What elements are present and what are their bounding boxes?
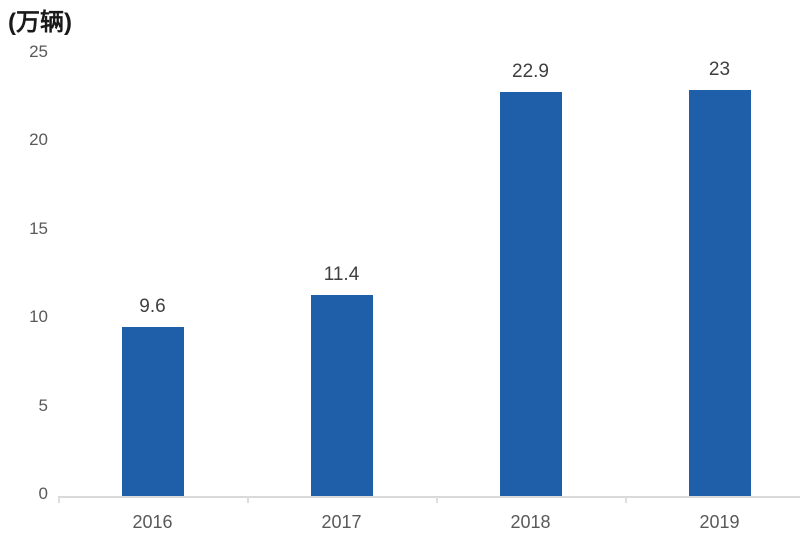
y-axis-tick-label: 0 — [38, 484, 48, 503]
bar-value-label: 11.4 — [323, 264, 360, 286]
y-axis-tick-label: 5 — [38, 395, 48, 415]
x-axis-labels: 2016 2017 2018 2019 — [58, 511, 800, 535]
x-axis-label: 2017 — [321, 512, 362, 532]
x-axis-ticks — [58, 497, 800, 505]
y-axis-tick-label: 25 — [29, 42, 48, 61]
bar-2018 — [499, 92, 562, 497]
bar-2017 — [310, 295, 373, 497]
x-axis-line — [58, 496, 800, 498]
bar-group: 11.4 — [247, 55, 436, 497]
bar-value-label: 9.6 — [139, 296, 166, 318]
plot-area: 9.6 11.4 22.9 23 — [58, 55, 800, 497]
x-axis-tick — [58, 497, 60, 503]
bar-2016 — [121, 327, 184, 497]
x-axis-tick — [436, 497, 438, 503]
y-axis-tick-label: 10 — [29, 307, 48, 327]
chart-unit-label: (万辆) — [8, 9, 72, 36]
x-axis-label: 2018 — [510, 512, 551, 532]
y-axis-tick-label: 15 — [29, 218, 48, 238]
x-axis-tick — [625, 497, 627, 503]
x-axis-label: 2016 — [132, 512, 173, 532]
bar-group: 22.9 — [436, 55, 625, 497]
y-axis-tick-label: 20 — [29, 130, 48, 150]
x-axis-tick — [247, 497, 249, 503]
bar-2019 — [688, 90, 751, 497]
x-axis-label: 2019 — [699, 512, 740, 532]
y-axis: 25 20 15 10 5 0 — [0, 42, 48, 503]
bar-group: 23 — [625, 55, 800, 497]
bar-value-label: 22.9 — [512, 61, 549, 83]
bar-group: 9.6 — [58, 55, 247, 497]
bar-value-label: 23 — [708, 59, 731, 81]
